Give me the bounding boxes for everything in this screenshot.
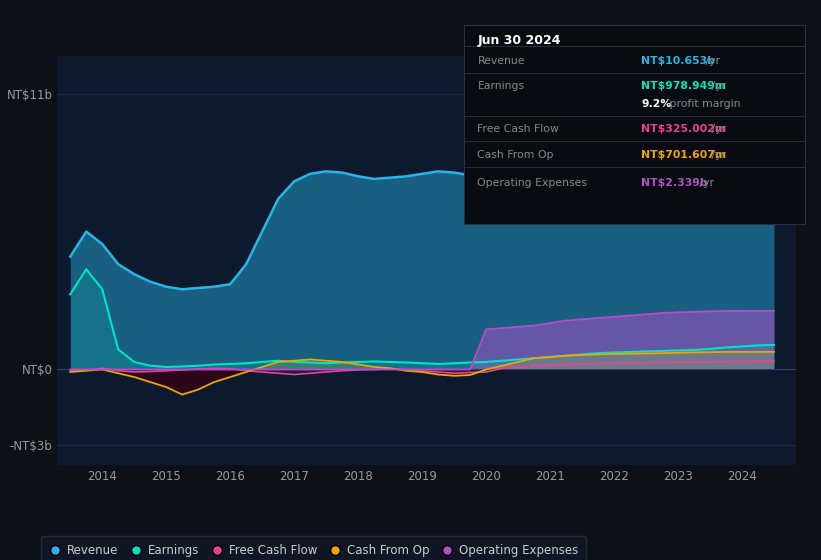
Legend: Revenue, Earnings, Free Cash Flow, Cash From Op, Operating Expenses: Revenue, Earnings, Free Cash Flow, Cash … — [41, 536, 586, 560]
Text: Jun 30 2024: Jun 30 2024 — [478, 34, 561, 47]
Text: /yr: /yr — [702, 56, 720, 66]
Text: Earnings: Earnings — [478, 81, 525, 91]
Text: /yr: /yr — [709, 151, 727, 161]
Text: NT$10.653b: NT$10.653b — [641, 56, 715, 66]
Text: Cash From Op: Cash From Op — [478, 151, 554, 161]
Text: NT$701.607m: NT$701.607m — [641, 151, 726, 161]
Text: /yr: /yr — [709, 81, 727, 91]
Text: 9.2%: 9.2% — [641, 99, 672, 109]
Text: Revenue: Revenue — [478, 56, 525, 66]
Text: NT$2.339b: NT$2.339b — [641, 178, 708, 188]
Text: /yr: /yr — [709, 124, 727, 134]
Text: NT$978.949m: NT$978.949m — [641, 81, 726, 91]
Text: NT$325.002m: NT$325.002m — [641, 124, 726, 134]
Text: Operating Expenses: Operating Expenses — [478, 178, 588, 188]
Text: profit margin: profit margin — [666, 99, 740, 109]
Text: /yr: /yr — [696, 178, 714, 188]
Text: Free Cash Flow: Free Cash Flow — [478, 124, 559, 134]
